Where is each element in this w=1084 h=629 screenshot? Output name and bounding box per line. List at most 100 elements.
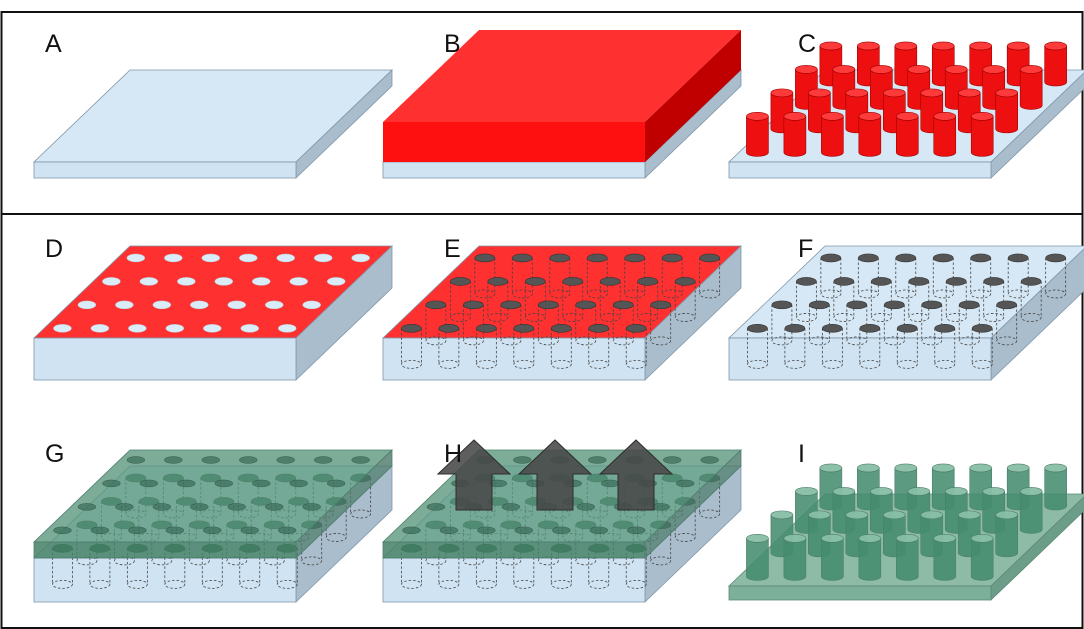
channel [562, 277, 584, 322]
pillar-top [576, 503, 596, 511]
pillar-top [302, 503, 321, 511]
panel-g-pillar-tops [53, 456, 370, 535]
pillar-top [203, 526, 222, 535]
panel-label-h: H [444, 440, 462, 468]
pillar-top [164, 456, 183, 464]
polymer-pillar [933, 534, 957, 581]
hole [190, 300, 209, 310]
hole [240, 324, 259, 333]
channel [820, 253, 842, 299]
up-arrow-icon [517, 439, 593, 511]
panel-label-g: G [45, 440, 64, 468]
channel [859, 324, 881, 369]
resist-pillar [821, 112, 844, 157]
channel [771, 300, 793, 346]
pillar-top [626, 526, 646, 535]
pillar-top [514, 526, 534, 535]
resist-pillar [746, 112, 769, 157]
hole [77, 300, 97, 310]
channel [612, 300, 634, 346]
up-arrow-icon [436, 439, 512, 511]
channel [795, 277, 817, 322]
pillar-top [326, 479, 346, 488]
panel-f-channels [747, 253, 1067, 369]
channel [537, 300, 559, 346]
polymer-pillar [746, 534, 769, 581]
channel [699, 253, 721, 299]
pillar-top [289, 479, 308, 488]
pillar-top [277, 526, 297, 535]
polymer-front [382, 541, 646, 559]
pillar-top [426, 503, 446, 511]
channel [1007, 253, 1029, 299]
panel-f-slab [728, 245, 1084, 381]
resist-pillar [1019, 65, 1043, 110]
hole [102, 277, 121, 286]
polymer-pillar [858, 534, 882, 581]
pillar-top [264, 503, 284, 511]
channel [932, 253, 954, 299]
pillar-top [102, 479, 121, 488]
pillar-top [190, 503, 209, 511]
channel [487, 277, 509, 322]
channel [586, 253, 608, 299]
channel [625, 324, 647, 369]
polymer-pillar [1019, 487, 1043, 534]
hole [115, 300, 134, 310]
channel [908, 277, 930, 322]
pillar-top [115, 503, 134, 511]
channel [857, 253, 879, 299]
pillar-top [240, 526, 259, 535]
channel [833, 277, 855, 322]
channel [846, 300, 868, 346]
channel [983, 277, 1005, 322]
panel-c-resist-pillars [746, 41, 1067, 157]
channel [550, 324, 572, 369]
panel-b-substrate-front [382, 161, 646, 179]
resist-front [383, 122, 645, 162]
channel [970, 253, 992, 299]
pillar-top [675, 479, 695, 488]
hole [165, 324, 185, 333]
channel [784, 324, 806, 369]
polymer-pillar [1044, 463, 1067, 511]
resist-pillar [858, 112, 882, 157]
pillar-top [126, 456, 146, 464]
polymer-pillar [995, 510, 1018, 558]
polymer-pillar [783, 534, 807, 581]
channel [425, 300, 447, 346]
panel-a-substrate-top [33, 69, 393, 163]
panel-label-i: I [798, 440, 805, 468]
hole [326, 277, 346, 286]
pillar-top [152, 503, 172, 511]
hole [302, 300, 321, 310]
hole [251, 277, 271, 286]
hole [203, 324, 222, 333]
hole [53, 324, 72, 333]
pillar-top [214, 479, 234, 488]
panel-b-resist [383, 30, 741, 162]
panel-label-b: B [444, 30, 461, 58]
polymer-pillar [970, 534, 994, 581]
resist-pillar [895, 112, 919, 157]
panel-h-peel-arrows [436, 439, 674, 511]
panel-e-slab [382, 245, 742, 381]
channel [474, 253, 496, 299]
pillar-top [165, 526, 185, 535]
channel [475, 324, 497, 369]
channel [896, 324, 918, 369]
channel [462, 300, 484, 346]
channel [996, 300, 1018, 346]
pillar-top [513, 456, 532, 464]
channel [934, 324, 956, 369]
channel [747, 324, 768, 369]
channel [575, 300, 597, 346]
channel [958, 300, 980, 346]
pillar-top [351, 456, 370, 464]
channel [513, 324, 535, 369]
panel-label-a: A [45, 30, 62, 58]
hole [201, 253, 221, 263]
panel-e-channels [401, 253, 721, 369]
